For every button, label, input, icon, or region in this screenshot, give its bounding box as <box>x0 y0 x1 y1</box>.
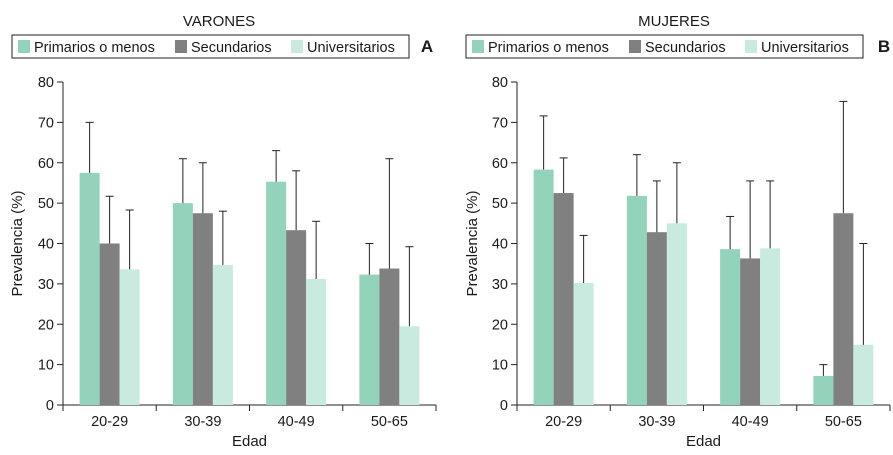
y-tick-label: 70 <box>38 115 54 131</box>
bar <box>813 375 834 405</box>
x-axis-title: Edad <box>686 433 721 450</box>
legend-label: Primarios o menos <box>34 40 155 56</box>
y-tick-label: 0 <box>500 398 508 414</box>
y-tick-label: 50 <box>38 196 54 212</box>
bar <box>99 243 120 405</box>
y-tick-label: 0 <box>46 398 54 414</box>
bar <box>399 326 420 405</box>
x-tick-label: 30-39 <box>638 414 675 430</box>
y-axis-title: Prevalencia (%) <box>464 191 481 297</box>
bar <box>359 274 380 405</box>
bar <box>573 283 594 405</box>
y-tick-label: 30 <box>38 277 54 293</box>
x-tick-label: 20-29 <box>545 414 582 430</box>
y-tick-label: 20 <box>492 317 508 333</box>
x-tick-label: 40-49 <box>732 414 769 430</box>
bar <box>833 213 854 405</box>
bar <box>553 193 574 405</box>
legend-swatch <box>629 40 641 53</box>
legend-label: Secundarios <box>645 40 726 56</box>
legend-swatch <box>175 40 187 53</box>
y-tick-label: 60 <box>38 156 54 172</box>
bar <box>119 269 140 405</box>
legend-label: Universitarios <box>761 40 849 56</box>
bar <box>79 172 100 405</box>
legend-label: Primarios o menos <box>488 40 609 56</box>
legend-box <box>11 34 410 59</box>
legend-box <box>465 34 864 59</box>
bar <box>306 279 327 405</box>
panel-label: B <box>878 37 890 56</box>
bar <box>533 169 554 405</box>
y-tick-label: 10 <box>38 358 54 374</box>
bar <box>192 213 213 405</box>
y-tick-label: 50 <box>492 196 508 212</box>
bar <box>853 344 874 405</box>
x-tick-label: 40-49 <box>278 414 315 430</box>
y-tick-label: 70 <box>492 115 508 131</box>
panel-label: A <box>421 37 433 56</box>
bar <box>760 248 781 405</box>
x-tick-label: 50-65 <box>825 414 862 430</box>
legend-label: Secundarios <box>191 40 272 56</box>
bar <box>212 264 233 405</box>
y-tick-label: 40 <box>38 237 54 253</box>
legend-swatch <box>18 40 30 53</box>
bar <box>626 195 647 405</box>
legend-swatch <box>472 40 484 53</box>
y-axis-title: Prevalencia (%) <box>9 191 26 297</box>
panel-title: MUJERES <box>638 13 710 30</box>
bar <box>266 181 287 405</box>
bar <box>286 230 307 405</box>
y-tick-label: 10 <box>492 358 508 374</box>
bar <box>740 258 761 405</box>
x-tick-label: 30-39 <box>184 414 221 430</box>
legend-swatch <box>745 40 757 53</box>
legend-label: Universitarios <box>307 40 395 56</box>
panel-title: VARONES <box>183 13 255 30</box>
bar <box>666 223 687 405</box>
y-tick-label: 80 <box>38 75 54 91</box>
x-axis-title: Edad <box>232 433 267 450</box>
bar <box>720 249 741 405</box>
legend-swatch <box>291 40 303 53</box>
y-tick-label: 30 <box>492 277 508 293</box>
bar <box>646 232 667 405</box>
x-tick-label: 50-65 <box>371 414 408 430</box>
y-tick-label: 40 <box>492 237 508 253</box>
bar <box>379 268 400 405</box>
y-tick-label: 80 <box>492 75 508 91</box>
x-tick-label: 20-29 <box>91 414 128 430</box>
y-tick-label: 60 <box>492 156 508 172</box>
bar <box>172 203 193 405</box>
y-tick-label: 20 <box>38 317 54 333</box>
